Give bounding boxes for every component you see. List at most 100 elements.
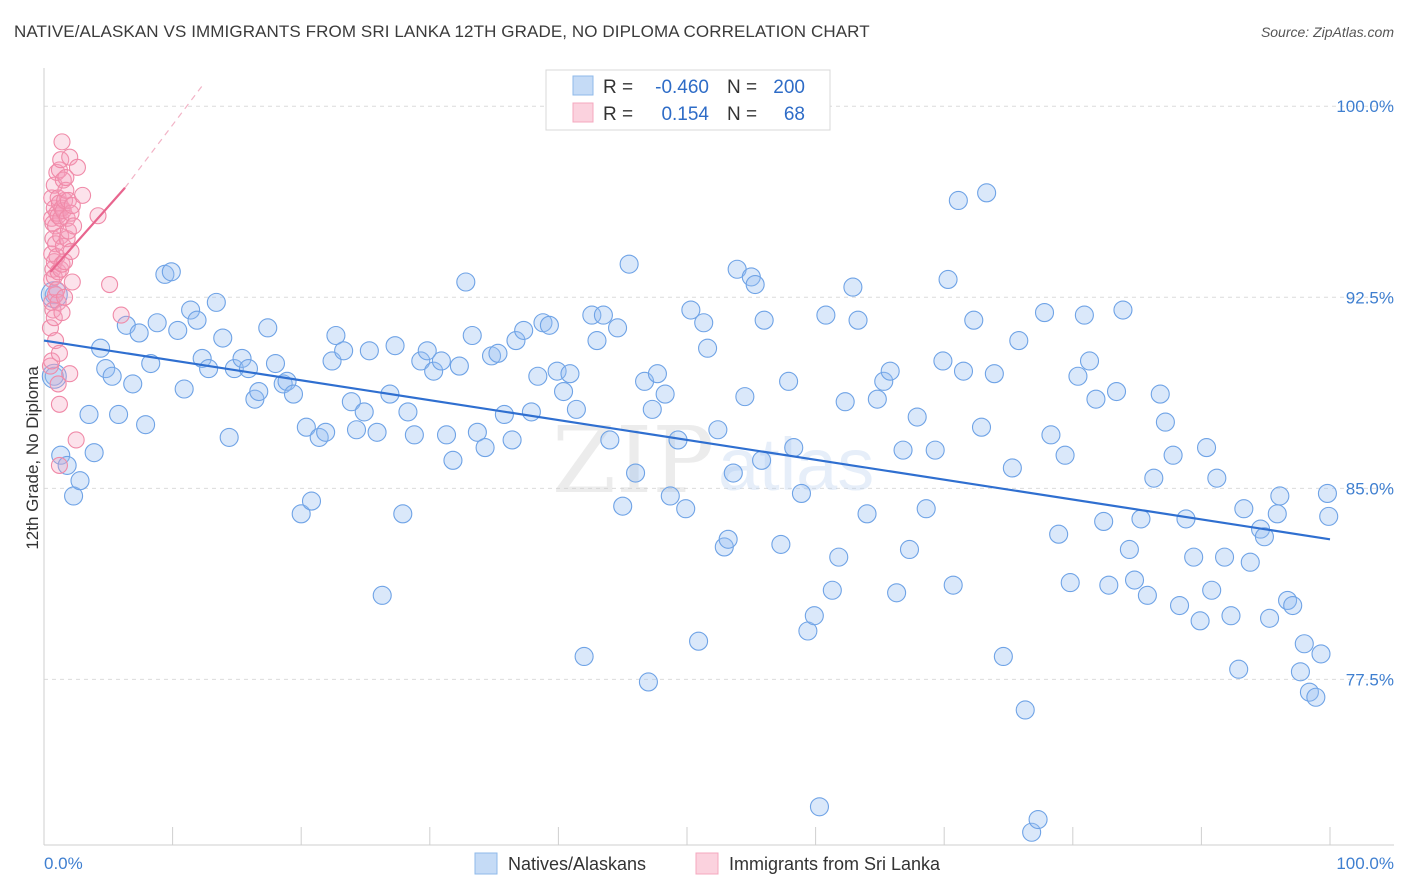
natives-alaskans-point [1311,644,1331,664]
sri-lanka-point [101,275,119,294]
natives-alaskans-point [467,422,487,442]
natives-alaskans-point [1094,511,1114,532]
natives-alaskans-point [1240,552,1260,572]
natives-alaskans-point [443,450,463,470]
y-tick-label: 100.0% [1336,97,1394,116]
natives-alaskans-point [346,420,367,440]
natives-alaskans-point [199,359,219,379]
natives-alaskans-point [1074,305,1094,325]
natives-alaskans-point [560,364,580,384]
natives-alaskans-point [502,430,522,450]
natives-alaskans-point [689,631,709,651]
natives-alaskans-point [1169,595,1190,616]
natives-alaskans-point [566,399,586,419]
natives-alaskans-point [1319,506,1339,526]
chart-title: NATIVE/ALASKAN VS IMMIGRANTS FROM SRI LA… [14,22,870,41]
stats-n-value-pink: 68 [784,104,805,125]
natives-alaskans-point [424,361,444,381]
natives-alaskans-point [835,392,855,412]
natives-alaskans-point [899,539,920,560]
natives-alaskans-point [326,325,346,346]
stats-r-label-blue: R = [603,77,633,98]
natives-alaskans-point [1131,509,1151,529]
sri-lanka-point [41,319,59,337]
natives-alaskans-point [79,404,99,425]
natives-alaskans-point [984,364,1004,384]
natives-alaskans-point [1267,504,1287,524]
natives-alaskans-point [1306,687,1326,707]
natives-alaskans-point [660,486,680,506]
natives-alaskans-point [1086,389,1106,409]
natives-alaskans-point [354,402,374,422]
natives-alaskans-point [867,389,887,409]
natives-alaskans-point [393,504,413,524]
y-tick-label: 77.5% [1346,670,1394,689]
natives-alaskans-point [1299,682,1319,702]
sri-lanka-point [61,365,79,383]
gridlines [44,105,1394,680]
sri-lanka-point [63,197,81,215]
natives-alaskans-point [809,797,830,817]
natives-alaskans-point [539,315,559,335]
natives-alaskans-point [192,348,212,368]
natives-alaskans-point [506,331,526,351]
natives-alaskans-point [619,254,639,274]
natives-alaskans-point [1254,527,1274,547]
natives-alaskans-point [953,361,974,381]
natives-alaskans-point [359,341,379,361]
natives-alaskans-point [1260,608,1280,628]
natives-alaskans-point [745,274,765,295]
natives-alaskans-point [655,384,675,404]
sri-lanka-point [68,158,86,176]
legend-swatch-sri-lanka [695,852,719,875]
natives-alaskans-point [822,580,842,600]
source-note: Source: ZipAtlas.com [1260,24,1394,40]
natives-alaskans-point [647,364,667,384]
stats-legend: R = -0.460 N = 200 R = 0.154 N = 68 [545,69,831,131]
natives-alaskans-point [1055,445,1075,465]
natives-alaskans-point [168,320,188,340]
natives-alaskans-point [1317,483,1337,503]
natives-alaskans-point [1068,366,1088,386]
natives-alaskans-point [1163,445,1183,465]
natives-alaskans-point [1022,822,1042,842]
natives-alaskans-point [1234,499,1254,519]
natives-alaskans-point [431,351,451,371]
natives-alaskans-point [582,305,602,325]
natives-alaskans-point [880,361,900,381]
watermark-zip: ZIP [552,407,714,514]
natives-alaskans-point [514,320,534,340]
natives-alaskans-point [1144,468,1164,488]
natives-alaskans-point [1155,412,1175,432]
natives-alaskans-point [528,366,548,386]
natives-alaskans-point [109,404,129,425]
sri-lanka-point [53,255,71,273]
natives-alaskans-point [367,422,387,442]
natives-alaskans-point [574,646,594,667]
sri-lanka-point [49,375,67,393]
natives-alaskans-point [213,328,233,348]
x-axis-ticks [43,827,1331,845]
natives-alaskans-point [848,310,868,330]
natives-alaskans-point [1041,425,1061,445]
natives-alaskans-point [70,471,90,491]
natives-alaskans-point [1106,381,1127,402]
natives-alaskans-point [638,672,658,692]
natives-alaskans-point [754,310,774,330]
natives-alaskans-point [698,338,718,358]
sri-lanka-point [53,133,71,151]
natives-alaskans-point [1015,700,1035,720]
stats-legend-swatch-pink [572,102,594,123]
natives-alaskans-point [417,341,437,361]
natives-alaskans-point [1028,809,1048,830]
natives-alaskans-point [843,277,863,297]
sri-lanka-point [67,431,85,449]
natives-alaskans-point [1034,303,1055,323]
sri-lanka-point [63,273,81,291]
natives-alaskans-point [187,310,207,330]
y-tick-label: 85.0% [1346,479,1394,498]
sri-lanka-point [56,253,74,271]
natives-alaskans-point [238,359,259,379]
natives-alaskans-trend-line [43,339,1331,541]
sri-lanka-point [50,395,68,413]
